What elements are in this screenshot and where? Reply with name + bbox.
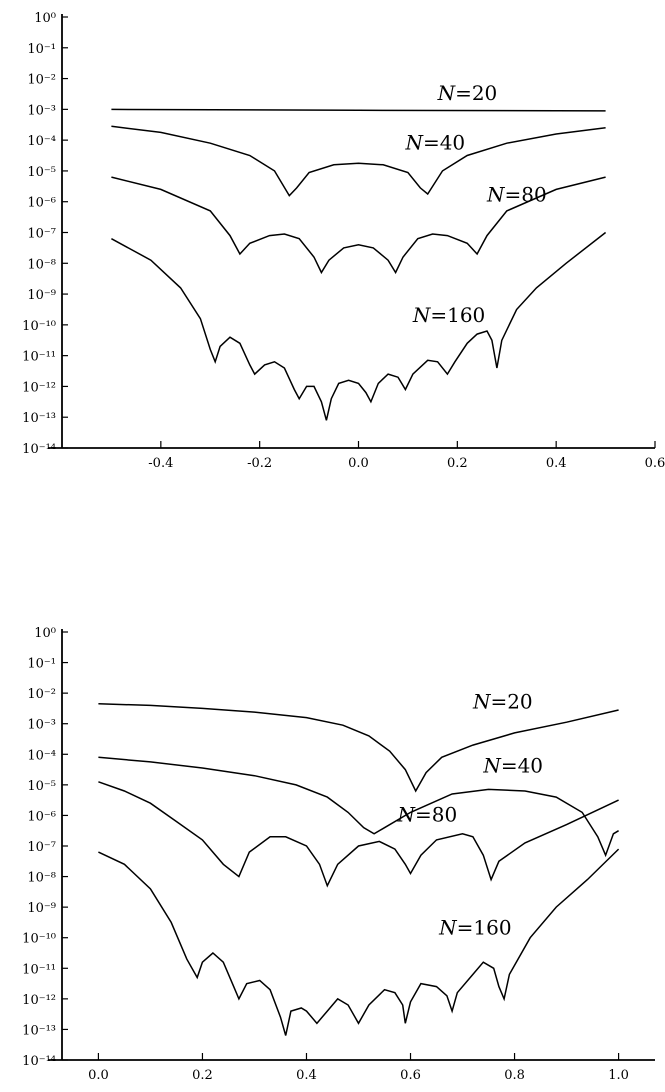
series-label: N=20 xyxy=(472,689,533,713)
series-label: N=80 xyxy=(397,803,458,827)
x-tick-label: 0.2 xyxy=(192,1068,213,1083)
y-tick-label: 10⁻¹⁴ xyxy=(22,442,56,457)
series-line-N-20 xyxy=(98,703,619,793)
series-label: N=20 xyxy=(437,81,498,105)
y-tick-label: 10⁻¹² xyxy=(22,380,56,395)
y-tick-label: 10⁻⁷ xyxy=(27,840,56,855)
y-tick-label: 10⁻¹² xyxy=(22,993,56,1008)
x-tick-label: -0.4 xyxy=(148,456,173,471)
y-tick-label: 10⁻¹ xyxy=(27,42,56,57)
series-line-N-20 xyxy=(111,108,606,112)
x-tick-label: 0.4 xyxy=(296,1068,317,1083)
series-label: N=160 xyxy=(412,303,485,327)
y-tick-label: 10⁻¹ xyxy=(27,657,56,672)
y-tick-label: 10⁻² xyxy=(27,687,56,702)
series-label: N=80 xyxy=(486,183,547,207)
x-tick-label: 0.0 xyxy=(348,456,369,471)
y-tick-label: 10⁻¹⁰ xyxy=(22,932,56,947)
y-tick-label: 10⁻⁶ xyxy=(27,809,56,824)
x-tick-label: 0.4 xyxy=(546,456,567,471)
x-tick-label: 0.8 xyxy=(504,1068,525,1083)
series-line-N-80 xyxy=(98,781,619,888)
series-line-N-160 xyxy=(98,848,620,1036)
series-line-N-40 xyxy=(98,756,619,858)
y-tick-label: 10⁻¹⁴ xyxy=(22,1054,56,1069)
y-tick-label: 10⁻⁵ xyxy=(27,779,56,794)
y-tick-label: 10⁻³ xyxy=(27,103,56,118)
y-tick-label: 10⁻⁶ xyxy=(27,196,56,211)
series-line-N-80 xyxy=(111,176,606,275)
series-line-N-160 xyxy=(111,231,607,421)
series-label: N=40 xyxy=(482,754,543,778)
series-label: N=160 xyxy=(438,916,511,940)
series-line-N-40 xyxy=(111,125,606,197)
y-tick-label: 10⁻³ xyxy=(27,718,56,733)
y-tick-label: 10⁻¹¹ xyxy=(22,962,56,977)
y-tick-label: 10⁻¹³ xyxy=(22,1023,56,1038)
x-tick-label: -0.2 xyxy=(247,456,272,471)
y-tick-label: 10⁻¹³ xyxy=(22,411,56,426)
y-tick-label: 10⁻⁸ xyxy=(27,871,56,886)
y-tick-label: 10⁻⁹ xyxy=(27,901,56,916)
x-tick-label: 1.0 xyxy=(608,1068,629,1083)
y-tick-label: 10⁻¹¹ xyxy=(22,350,56,365)
y-tick-label: 10⁰ xyxy=(34,11,56,26)
y-tick-label: 10⁻¹⁰ xyxy=(22,319,56,334)
y-tick-label: 10⁻² xyxy=(27,73,56,88)
x-tick-label: 0.2 xyxy=(447,456,468,471)
y-tick-label: 10⁻⁴ xyxy=(27,134,56,149)
y-tick-label: 10⁰ xyxy=(34,626,56,641)
y-tick-label: 10⁻⁹ xyxy=(27,288,56,303)
y-tick-label: 10⁻⁵ xyxy=(27,165,56,180)
series-label: N=40 xyxy=(404,130,465,154)
top-chart: 10⁰ 10⁻¹ 10⁻² 10⁻³ 10⁻⁴ 10⁻⁵ 10⁻⁶ 10⁻⁷ 10⁻⁸ 10⁻⁹ 1… xyxy=(22,11,665,471)
x-tick-label: 0.0 xyxy=(88,1068,109,1083)
x-tick-label: 0.6 xyxy=(645,456,665,471)
y-tick-label: 10⁻⁴ xyxy=(27,748,56,763)
y-tick-label: 10⁻⁸ xyxy=(27,257,56,272)
y-tick-label: 10⁻⁷ xyxy=(27,227,56,242)
x-tick-label: 0.6 xyxy=(400,1068,421,1083)
bottom-chart: 10⁰ 10⁻¹ 10⁻² 10⁻³ 10⁻⁴ 10⁻⁵ 10⁻⁶ 10⁻⁷ 10⁻⁸ 10⁻⁹ 1… xyxy=(22,626,655,1083)
